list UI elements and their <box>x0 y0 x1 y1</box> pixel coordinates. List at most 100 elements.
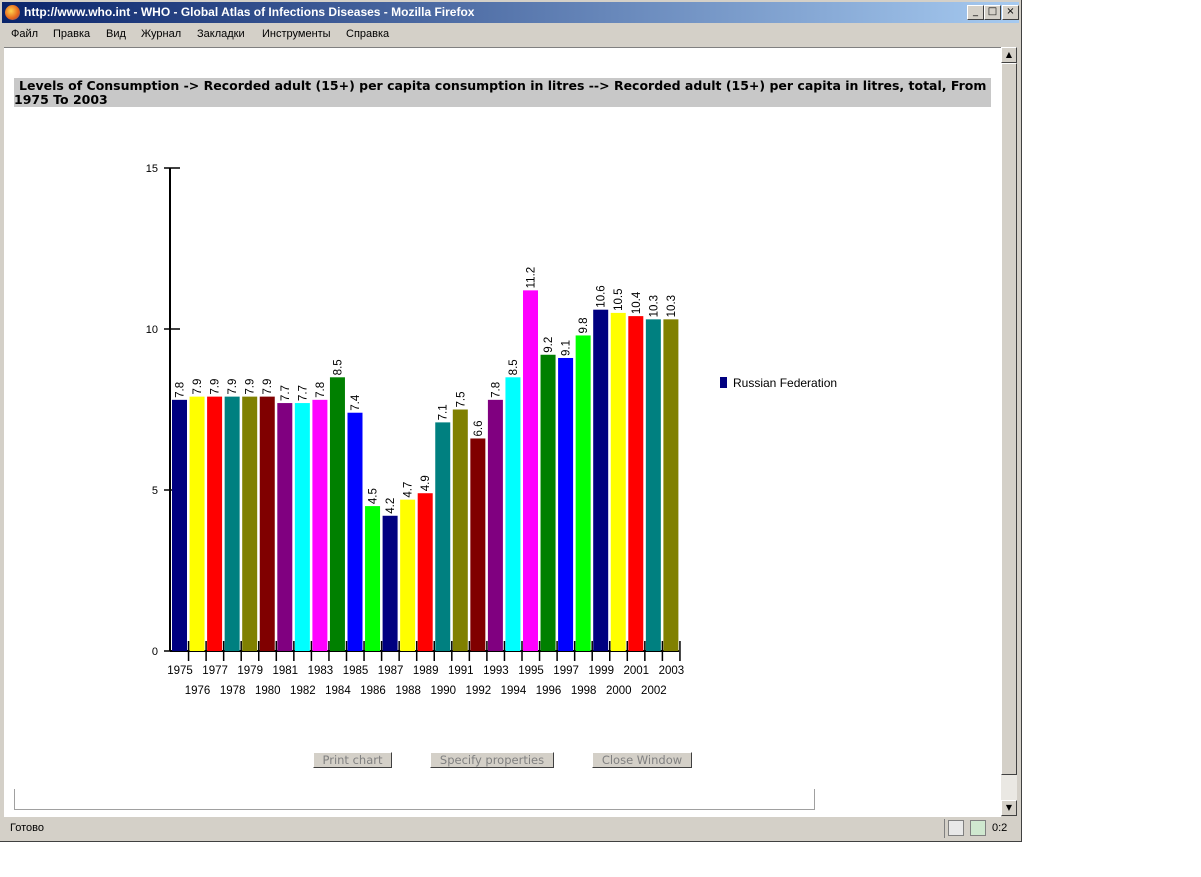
bar <box>663 319 679 651</box>
vertical-scrollbar[interactable]: ▲ ▼ <box>1001 47 1017 816</box>
data-label: 7.5 <box>455 392 467 408</box>
x-tick-label: 1988 <box>395 685 421 697</box>
x-tick-label: 1995 <box>518 665 544 677</box>
bar <box>400 499 416 651</box>
chart-legend: Russian Federation <box>720 376 837 390</box>
x-tick-label: 1982 <box>290 685 316 697</box>
data-label: 7.9 <box>192 379 204 395</box>
x-tick-label: 1983 <box>308 665 334 677</box>
menu-bookmarks[interactable]: Закладки <box>197 28 245 40</box>
x-tick-label: 2001 <box>624 665 650 677</box>
bar <box>452 409 468 651</box>
x-tick-label: 1989 <box>413 665 439 677</box>
title-bar: http://www.who.int - WHO - Global Atlas … <box>2 2 1019 23</box>
menu-tools[interactable]: Инструменты <box>262 28 331 40</box>
data-label: 10.3 <box>666 295 678 317</box>
x-tick-label: 2003 <box>659 665 685 677</box>
x-tick-label: 1997 <box>553 665 579 677</box>
status-time: 0:2 <box>992 822 1008 834</box>
x-tick-label: 1976 <box>185 685 211 697</box>
data-label: 10.3 <box>648 295 660 317</box>
data-label: 7.9 <box>262 379 274 395</box>
bar <box>172 399 187 651</box>
data-label: 7.7 <box>297 385 309 401</box>
bar <box>645 319 661 651</box>
bar <box>505 377 521 651</box>
data-label: 8.5 <box>508 359 520 375</box>
print-chart-button[interactable]: Print chart <box>313 752 392 768</box>
y-tick-label: 15 <box>146 163 158 175</box>
menu-help[interactable]: Справка <box>346 28 390 40</box>
scroll-thumb[interactable] <box>1001 63 1017 775</box>
bar <box>329 377 345 651</box>
bar <box>207 396 223 651</box>
data-label: 4.2 <box>385 498 397 514</box>
status-bar: Готово 0:2 <box>2 818 1019 839</box>
bar <box>575 335 591 651</box>
data-label: 7.9 <box>227 379 239 395</box>
close-window-button[interactable]: Close Window <box>592 752 692 768</box>
specify-properties-button[interactable]: Specify properties <box>430 752 554 768</box>
x-tick-label: 1979 <box>237 665 263 677</box>
x-tick-label: 1990 <box>430 685 456 697</box>
bar <box>487 399 503 651</box>
data-label: 7.8 <box>175 382 187 398</box>
bar <box>382 515 398 651</box>
data-label: 4.5 <box>368 488 380 504</box>
bar <box>470 438 486 651</box>
maximize-button[interactable]: □ <box>984 5 1001 20</box>
page-content: Levels of Consumption -> Recorded adult … <box>4 47 1001 817</box>
bar <box>365 506 381 651</box>
bar-chart: 0 5 10 15 7.8 7.9 7.9 7.9 7.9 7.9 7.7 7.7 7.8 8.5 7.4 4… <box>146 163 685 697</box>
close-button[interactable]: × <box>1002 5 1019 20</box>
bar <box>277 403 293 651</box>
browser-window: http://www.who.int - WHO - Global Atlas … <box>0 0 1022 842</box>
scroll-up-arrow-icon[interactable]: ▲ <box>1001 47 1017 63</box>
bar <box>294 403 310 651</box>
data-label: 10.5 <box>613 289 625 311</box>
x-tick-label: 1992 <box>466 685 492 697</box>
bar <box>540 354 556 651</box>
security-icon[interactable] <box>970 820 986 836</box>
x-tick-label: 1978 <box>220 685 246 697</box>
menu-file[interactable]: Файл <box>11 28 39 40</box>
x-tick-label: 1993 <box>483 665 509 677</box>
data-label: 4.7 <box>403 482 415 498</box>
page-heading: Levels of Consumption -> Recorded adult … <box>14 78 991 107</box>
bar <box>189 396 205 651</box>
bar <box>610 312 626 651</box>
data-label: 6.6 <box>473 420 485 436</box>
menu-edit[interactable]: Правка <box>53 28 91 40</box>
data-label: 9.2 <box>543 337 555 353</box>
bar <box>593 309 609 651</box>
bar <box>558 357 574 651</box>
status-text: Готово <box>10 822 44 834</box>
x-tick-label: 1991 <box>448 665 474 677</box>
x-tick-label: 2002 <box>641 685 667 697</box>
data-label: 4.9 <box>420 475 432 491</box>
x-tick-label: 1986 <box>360 685 386 697</box>
bar <box>435 422 451 651</box>
x-tick-label: 1996 <box>536 685 562 697</box>
footer-box <box>14 789 815 810</box>
data-label: 7.8 <box>490 382 502 398</box>
data-label: 10.6 <box>596 285 608 307</box>
menu-history[interactable]: Журнал <box>141 28 182 40</box>
x-tick-label: 1984 <box>325 685 351 697</box>
x-tick-label: 1998 <box>571 685 597 697</box>
data-label: 8.5 <box>332 359 344 375</box>
menu-view[interactable]: Вид <box>106 28 126 40</box>
bar <box>224 396 240 651</box>
scroll-down-arrow-icon[interactable]: ▼ <box>1001 800 1017 816</box>
x-tick-label: 1977 <box>202 665 228 677</box>
page-info-icon[interactable] <box>948 820 964 836</box>
bar <box>417 493 433 651</box>
x-tick-label: 1987 <box>378 665 404 677</box>
y-tick-label: 10 <box>146 324 158 336</box>
bar <box>312 399 328 651</box>
data-label: 10.4 <box>631 291 643 314</box>
minimize-button[interactable]: _ <box>967 5 984 20</box>
x-tick-label: 1994 <box>501 685 527 697</box>
data-label: 7.9 <box>210 379 222 395</box>
data-label: 7.1 <box>438 404 450 420</box>
